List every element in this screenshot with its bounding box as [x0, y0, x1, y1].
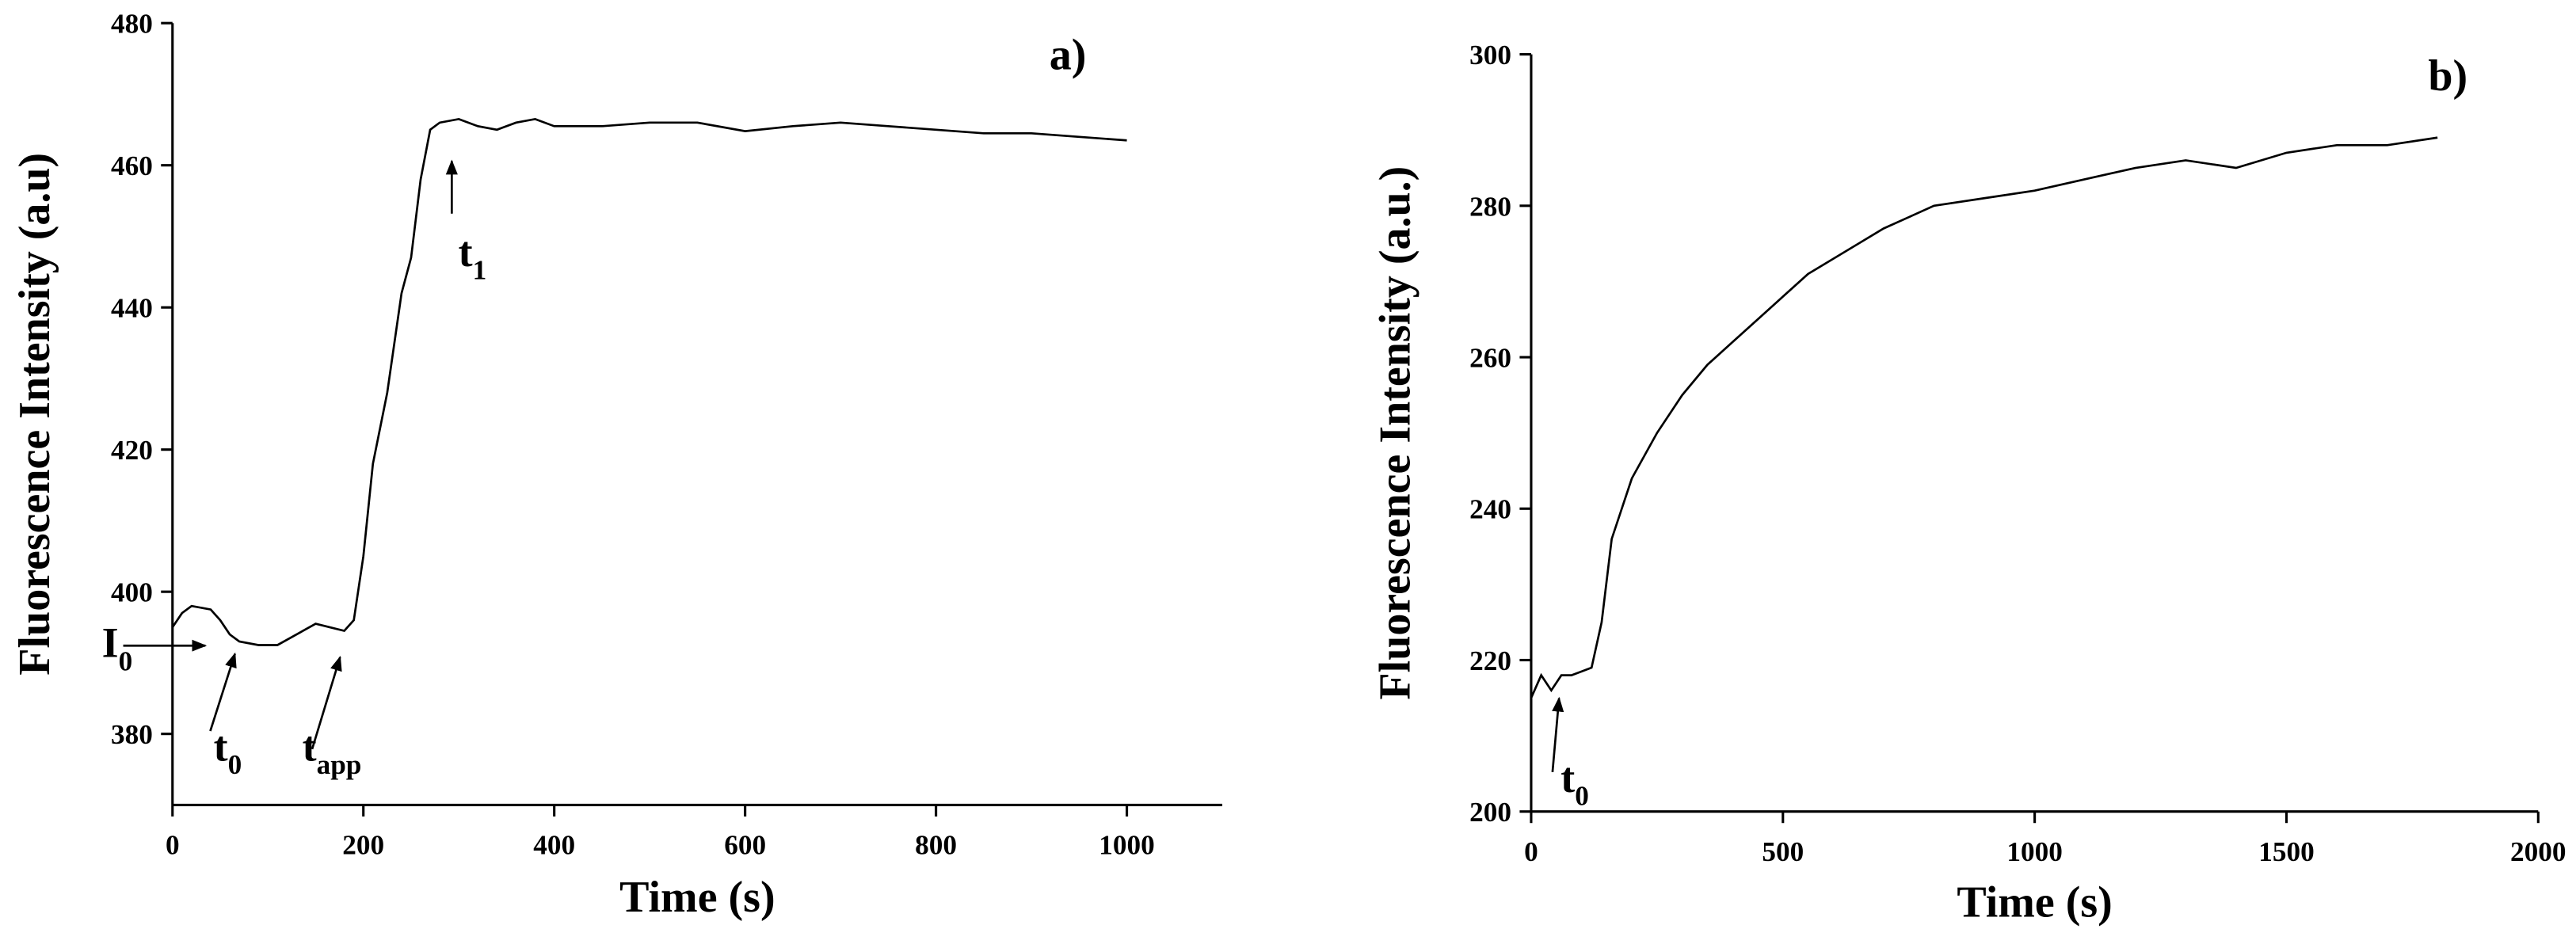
- panel-label: b): [2428, 51, 2467, 101]
- annotation-subscript: 0: [119, 645, 133, 676]
- y-tick-label: 380: [111, 719, 153, 750]
- y-tick-label: 300: [1469, 40, 1511, 70]
- y-tick-label: 420: [111, 435, 153, 466]
- annotation: t0: [214, 722, 242, 780]
- y-axis-title: Fluorescence Intensity (a.u): [10, 153, 59, 676]
- annotation: I0: [102, 619, 133, 677]
- x-tick-label: 1000: [1099, 830, 1155, 861]
- y-tick-label: 460: [111, 150, 153, 181]
- x-tick-label: 400: [533, 830, 575, 861]
- annotation: t1: [459, 228, 487, 286]
- annotation-subscript: 0: [228, 749, 242, 780]
- annotation: tapp: [303, 722, 362, 780]
- annotation: t0: [1560, 754, 1589, 812]
- x-tick-label: 0: [166, 830, 180, 861]
- panel-label: a): [1050, 30, 1087, 79]
- annotation-text: t: [1560, 754, 1575, 801]
- x-tick-label: 500: [1762, 836, 1804, 867]
- x-tick-label: 200: [342, 830, 384, 861]
- y-tick-label: 440: [111, 293, 153, 324]
- x-tick-label: 2000: [2510, 836, 2566, 867]
- annotation-text: t: [459, 228, 473, 276]
- y-tick-label: 480: [111, 9, 153, 40]
- x-axis-title: Time (s): [619, 873, 775, 922]
- annotation-arrow: [209, 652, 237, 732]
- y-axis-title: Fluorescence Intensity (a.u.): [1370, 166, 1419, 700]
- y-tick-label: 400: [111, 577, 153, 608]
- annotation-text: t: [214, 722, 228, 770]
- y-tick-label: 280: [1469, 191, 1511, 222]
- y-tick-label: 240: [1469, 494, 1511, 525]
- x-tick-label: 600: [724, 830, 766, 861]
- annotation-text: I: [102, 619, 119, 667]
- y-tick-label: 220: [1469, 645, 1511, 676]
- x-tick-label: 1500: [2258, 836, 2315, 867]
- annotation-text: t: [303, 722, 317, 770]
- x-tick-label: 0: [1524, 836, 1538, 867]
- x-tick-label: 1000: [2006, 836, 2063, 867]
- y-tick-label: 260: [1469, 342, 1511, 373]
- annotation-subscript: 1: [473, 255, 487, 286]
- x-tick-label: 800: [915, 830, 957, 861]
- x-axis-title: Time (s): [1957, 878, 2112, 927]
- annotation-subscript: app: [317, 749, 362, 780]
- data-line: [1530, 136, 2438, 699]
- annotation-arrow: [1551, 696, 1564, 773]
- data-line: [171, 117, 1127, 646]
- annotation-arrow: [311, 655, 342, 750]
- annotation-subscript: 0: [1575, 780, 1589, 811]
- y-tick-label: 200: [1469, 797, 1511, 828]
